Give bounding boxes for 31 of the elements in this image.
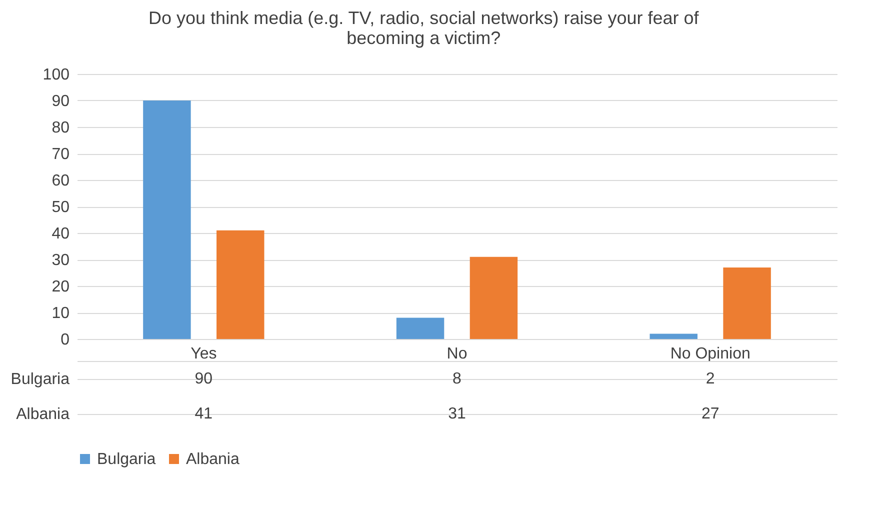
y-tick-label: 10 (52, 305, 70, 322)
legend-label: Albania (186, 451, 240, 468)
chart-title: Do you think media (e.g. TV, radio, social networks) raise your fear of becoming a victim? (148, 8, 700, 48)
bar (216, 230, 264, 339)
y-tick-label: 20 (52, 278, 70, 296)
bar (650, 334, 698, 339)
y-tick-label: 60 (52, 172, 70, 190)
x-tick-label: No (446, 346, 468, 362)
y-tick-label: 80 (52, 120, 70, 136)
y-tick-label: 30 (52, 252, 70, 269)
y-tick-label: 40 (52, 226, 70, 242)
text: Bulgaria (10, 371, 70, 388)
bar (396, 318, 444, 339)
text: Albania (16, 406, 70, 423)
legend-label: Bulgaria (97, 451, 156, 468)
bar (723, 267, 771, 339)
data-label: 27 (701, 406, 720, 422)
y-tick-label: 70 (52, 146, 70, 163)
data-label: 2 (706, 370, 715, 388)
x-tick-label: Yes (190, 346, 217, 362)
data-label: 31 (448, 406, 466, 422)
data-label: 8 (452, 370, 462, 388)
bar (470, 256, 518, 339)
data-label: 41 (194, 406, 213, 422)
data-label: 90 (194, 370, 213, 388)
x-tick-label: No Opinion (670, 346, 750, 362)
y-tick-label: 50 (52, 199, 70, 216)
bar (143, 100, 191, 339)
y-tick-label: 100 (42, 66, 70, 84)
y-tick-label: 0 (60, 332, 70, 348)
y-tick-label: 90 (52, 93, 70, 110)
